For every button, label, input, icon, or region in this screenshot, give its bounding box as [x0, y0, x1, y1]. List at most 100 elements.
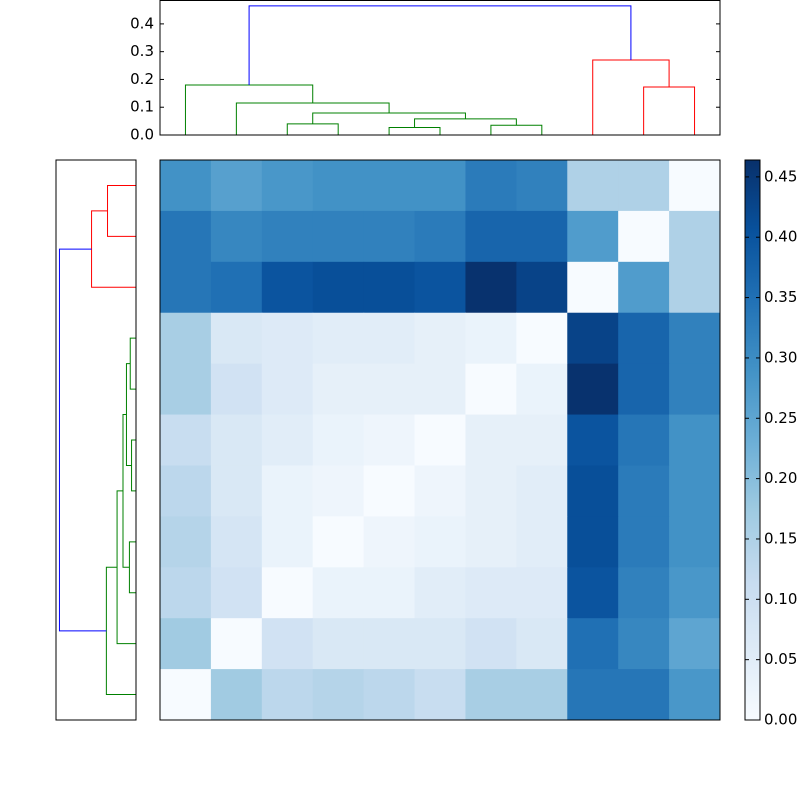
- colorbar-tick-label: 0.40: [764, 228, 797, 246]
- colorbar-tick-label: 0.00: [764, 711, 797, 729]
- heatmap-cell: [261, 363, 314, 416]
- colorbar-tick-label: 0.10: [764, 590, 797, 608]
- heatmap-cell: [312, 312, 365, 365]
- heatmap-cell: [312, 363, 365, 416]
- heatmap-cell: [618, 261, 670, 314]
- heatmap-cell: [465, 669, 517, 721]
- heatmap-cell: [312, 567, 365, 619]
- heatmap-cell: [363, 210, 416, 263]
- heatmap-cell: [414, 363, 466, 416]
- heatmap-cell: [312, 516, 365, 568]
- heatmap-cell: [618, 312, 670, 365]
- top-dendrogram-link: [414, 118, 517, 128]
- top-dendrogram-frame: [159, 0, 721, 136]
- heatmap-cell: [516, 618, 568, 670]
- heatmap-cell: [312, 210, 365, 263]
- left-dendrogram-frame: [55, 159, 137, 721]
- heatmap-cell: [669, 567, 721, 619]
- heatmap-cell: [414, 160, 466, 212]
- heatmap-cell: [516, 516, 568, 568]
- left-dendrogram-link: [128, 541, 136, 594]
- top-dendrogram-link: [248, 5, 632, 85]
- heatmap-cell: [160, 669, 212, 721]
- colorbar-tick-label: 0.15: [764, 529, 797, 547]
- heatmap-cell: [414, 516, 466, 568]
- heatmap-cell: [618, 465, 670, 517]
- heatmap-cell: [465, 210, 517, 263]
- heatmap-cell: [465, 567, 517, 619]
- heatmap-cell: [567, 567, 619, 619]
- heatmap-cell: [669, 160, 721, 212]
- heatmap-cell: [312, 160, 365, 212]
- top-dendrogram-link: [286, 123, 339, 135]
- heatmap-cell: [261, 160, 314, 212]
- heatmap-cell: [567, 465, 619, 517]
- heatmap-cell: [618, 618, 670, 670]
- heatmap-cell: [261, 669, 314, 721]
- heatmap-cell: [363, 516, 416, 568]
- heatmap-cell: [414, 312, 466, 365]
- heatmap-cell: [618, 414, 670, 466]
- top-dendrogram-link: [388, 127, 441, 135]
- heatmap-cell: [261, 465, 314, 517]
- heatmap-cell: [312, 414, 365, 466]
- heatmap-cell: [669, 312, 721, 365]
- heatmap-cell: [363, 363, 416, 416]
- heatmap-cell: [516, 261, 568, 314]
- left-dendrogram-link: [129, 337, 136, 390]
- heatmap-cell: [160, 312, 212, 365]
- heatmap-cell: [669, 618, 721, 670]
- heatmap-cell: [210, 465, 263, 517]
- heatmap-cell: [210, 261, 263, 314]
- heatmap-cell: [516, 414, 568, 466]
- heatmap-cell: [567, 210, 619, 263]
- heatmap-cell: [465, 516, 517, 568]
- colorbar-tick-label: 0.35: [764, 288, 797, 306]
- heatmap-cell: [160, 414, 212, 466]
- heatmap-cell: [363, 312, 416, 365]
- colorbar-tick-label: 0.05: [764, 650, 797, 668]
- heatmap-cell: [414, 210, 466, 263]
- heatmap-cell: [160, 465, 212, 517]
- left-dendrogram-link: [91, 210, 136, 288]
- heatmap-cell: [363, 261, 416, 314]
- heatmap-cell: [210, 618, 263, 670]
- heatmap-cell: [261, 261, 314, 314]
- left-dendrogram-link: [105, 566, 136, 696]
- heatmap-cell: [516, 363, 568, 416]
- heatmap-cell: [312, 618, 365, 670]
- heatmap-cell: [618, 160, 670, 212]
- y-tick-label: 0.0: [130, 126, 154, 144]
- heatmap-cell: [516, 210, 568, 263]
- heatmap-cell: [516, 669, 568, 721]
- y-tick-label: 0.4: [130, 14, 154, 32]
- heatmap-cell: [363, 567, 416, 619]
- heatmap-cell: [261, 567, 314, 619]
- heatmap-cell: [312, 465, 365, 517]
- heatmap-cell: [160, 210, 212, 263]
- heatmap-cell: [414, 261, 466, 314]
- left-dendrogram-link: [125, 363, 132, 466]
- heatmap-cell: [516, 312, 568, 365]
- heatmap-cell: [567, 261, 619, 314]
- heatmap-cell: [210, 669, 263, 721]
- heatmap-cell: [363, 465, 416, 517]
- heatmap-cell: [160, 516, 212, 568]
- heatmap-cell: [465, 465, 517, 517]
- heatmap-cell: [210, 160, 263, 212]
- heatmap-cell: [261, 618, 314, 670]
- heatmap-cell: [210, 312, 263, 365]
- heatmap-cell: [567, 618, 619, 670]
- heatmap-cell: [669, 465, 721, 517]
- heatmap-cell: [567, 312, 619, 365]
- heatmap-cell: [567, 669, 619, 721]
- heatmap-cell: [567, 363, 619, 416]
- y-tick-label: 0.2: [130, 70, 154, 88]
- heatmap-cell: [414, 567, 466, 619]
- heatmap-frame: [159, 159, 721, 721]
- left-dendrogram-link: [58, 248, 107, 632]
- heatmap-cell: [312, 261, 365, 314]
- heatmap-cell: [618, 567, 670, 619]
- heatmap-cell: [210, 363, 263, 416]
- heatmap-cell: [465, 160, 517, 212]
